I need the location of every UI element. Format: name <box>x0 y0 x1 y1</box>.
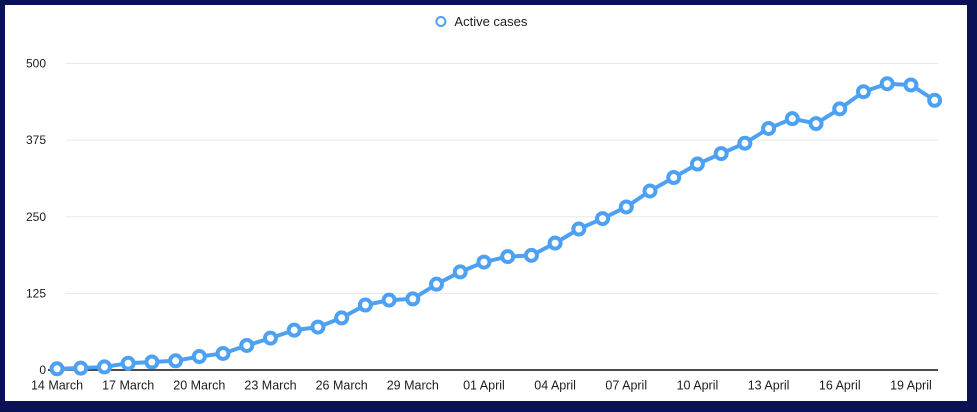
data-point-marker[interactable] <box>547 235 563 251</box>
data-point-marker[interactable] <box>855 84 871 100</box>
data-point-marker[interactable] <box>927 92 943 108</box>
data-point-marker[interactable] <box>310 319 326 335</box>
data-point-marker[interactable] <box>713 146 729 162</box>
x-axis-tick-label: 19 April <box>890 379 932 393</box>
x-axis-tick-label: 04 April <box>534 379 576 393</box>
data-point-marker[interactable] <box>595 211 611 227</box>
data-point-marker[interactable] <box>523 247 539 263</box>
data-point-marker[interactable] <box>120 355 136 371</box>
series-line-active-cases <box>55 81 937 371</box>
x-axis-tick-label: 17 March <box>102 379 154 393</box>
data-point-marker[interactable] <box>737 135 753 151</box>
x-axis-tick-label: 16 April <box>819 379 861 393</box>
data-point-marker[interactable] <box>761 120 777 136</box>
data-point-marker[interactable] <box>405 291 421 307</box>
data-point-marker[interactable] <box>144 354 160 370</box>
x-axis-tick-label: 20 March <box>173 379 225 393</box>
x-axis-tick-label: 26 March <box>316 379 368 393</box>
data-point-marker[interactable] <box>784 111 800 127</box>
x-axis-tick-label: 01 April <box>463 379 505 393</box>
y-axis-tick-label: 0 <box>39 363 46 377</box>
data-point-marker[interactable] <box>879 76 895 92</box>
data-point-marker[interactable] <box>286 322 302 338</box>
y-axis-tick-label: 375 <box>26 133 46 147</box>
chart-area: Active cases 0 125 250 375 500 14 March 17 Mar… <box>5 5 967 401</box>
data-point-marker[interactable] <box>168 353 184 369</box>
data-point-marker[interactable] <box>96 359 112 375</box>
data-point-marker[interactable] <box>618 199 634 215</box>
data-point-marker[interactable] <box>191 349 207 365</box>
x-axis-tick-label: 29 March <box>387 379 439 393</box>
data-point-marker[interactable] <box>452 264 468 280</box>
data-point-marker[interactable] <box>571 221 587 237</box>
data-point-marker[interactable] <box>239 337 255 353</box>
data-point-marker[interactable] <box>73 360 89 376</box>
data-point-marker[interactable] <box>808 116 824 132</box>
data-point-marker[interactable] <box>476 254 492 270</box>
legend-ring-icon <box>435 16 447 27</box>
x-axis-tick-label: 07 April <box>605 379 647 393</box>
data-point-marker[interactable] <box>642 183 658 199</box>
y-axis-tick-label: 250 <box>26 210 46 224</box>
y-axis-tick-label: 125 <box>26 286 46 300</box>
data-point-marker[interactable] <box>666 170 682 186</box>
data-point-marker[interactable] <box>262 330 278 346</box>
legend-item-active-cases[interactable]: Active cases <box>435 14 527 29</box>
chart-svg: 0 125 250 375 500 14 March 17 March 20 March 23 … <box>26 57 943 393</box>
data-point-marker[interactable] <box>215 345 231 361</box>
legend-label: Active cases <box>454 14 528 29</box>
y-axis-tick-label: 500 <box>26 57 46 71</box>
data-point-marker[interactable] <box>429 276 445 292</box>
data-point-marker[interactable] <box>903 77 919 93</box>
data-point-marker[interactable] <box>689 156 705 172</box>
x-axis-tick-label: 10 April <box>677 379 719 393</box>
data-point-marker[interactable] <box>381 292 397 308</box>
data-point-marker[interactable] <box>334 310 350 326</box>
data-point-marker[interactable] <box>357 297 373 313</box>
data-point-marker[interactable] <box>832 101 848 117</box>
x-axis-tick-label: 23 March <box>244 379 296 393</box>
data-point-marker[interactable] <box>49 361 65 377</box>
x-axis-tick-label: 13 April <box>748 379 790 393</box>
x-axis-tick-label: 14 March <box>31 379 83 393</box>
data-point-marker[interactable] <box>500 249 516 265</box>
